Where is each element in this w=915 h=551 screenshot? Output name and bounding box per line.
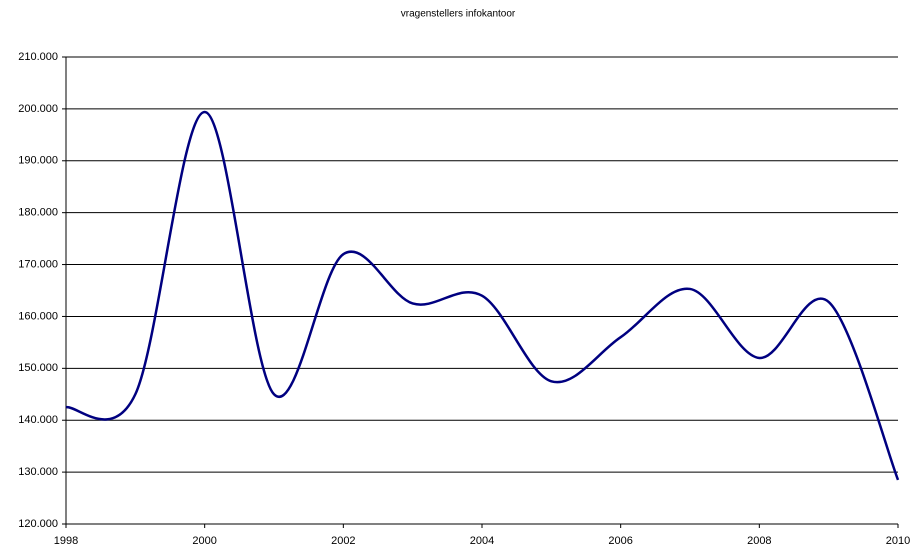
- x-tick-label: 2008: [747, 535, 771, 547]
- y-tick-label: 160.000: [18, 310, 58, 322]
- x-tick-label: 2000: [192, 535, 216, 547]
- y-tick-label: 120.000: [18, 518, 58, 530]
- y-tick-label: 170.000: [18, 258, 58, 270]
- y-tick-label: 150.000: [18, 362, 58, 374]
- y-tick-label: 190.000: [18, 155, 58, 167]
- y-tick-label: 200.000: [18, 103, 58, 115]
- x-tick-label: 2010: [886, 535, 910, 547]
- y-tick-label: 140.000: [18, 414, 58, 426]
- x-tick-label: 1998: [54, 535, 78, 547]
- x-tick-label: 2004: [470, 535, 494, 547]
- chart-title: vragenstellers infokantoor: [401, 9, 516, 20]
- data-line: [65, 110, 900, 481]
- x-tick-label: 2002: [331, 535, 355, 547]
- y-tick-label: 180.000: [18, 207, 58, 219]
- y-tick-label: 210.000: [18, 51, 58, 63]
- y-tick-label: 130.000: [18, 466, 58, 478]
- x-tick-label: 2006: [608, 535, 632, 547]
